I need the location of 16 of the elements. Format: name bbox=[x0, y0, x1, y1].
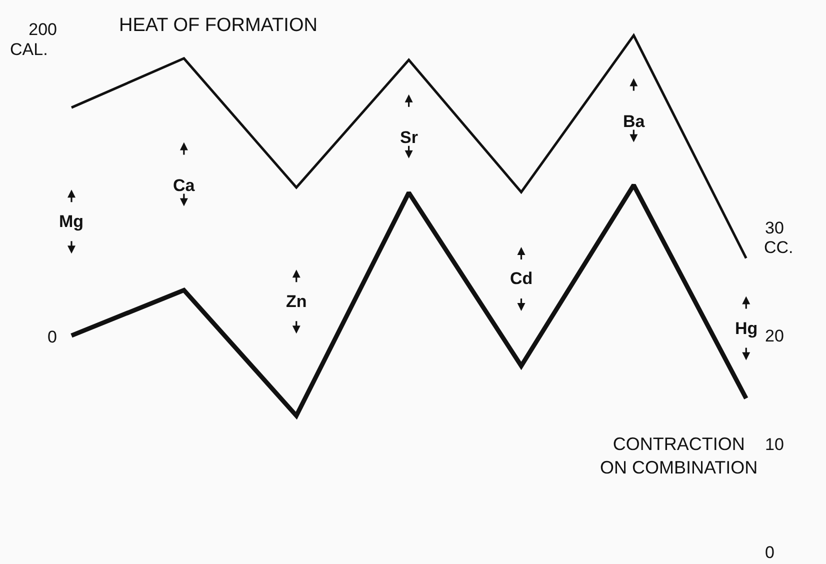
x-tick-label: Hg bbox=[735, 319, 758, 338]
y2-tick-label: 30 bbox=[765, 218, 784, 238]
y2-tick-label: 20 bbox=[765, 326, 784, 346]
y2-tick-label: 10 bbox=[765, 434, 784, 454]
x-tick-label: Cd bbox=[510, 269, 533, 288]
y2-tick-label: 0 bbox=[765, 543, 774, 562]
x-tick-label: Mg bbox=[59, 212, 84, 231]
x-tick-label: Sr bbox=[400, 128, 418, 147]
x-tick-label: Ca bbox=[173, 176, 196, 195]
x-tick-label: Zn bbox=[286, 292, 307, 311]
y2-axis-title: CC. bbox=[764, 238, 794, 257]
y-axis-title: CAL. bbox=[10, 40, 48, 59]
text: CONTRACTION ON COMBINATION bbox=[600, 434, 758, 478]
y-tick-label: 200 bbox=[28, 20, 57, 40]
x-tick-label: Ba bbox=[623, 112, 646, 131]
text: HEAT OF FORMATION bbox=[119, 15, 318, 36]
